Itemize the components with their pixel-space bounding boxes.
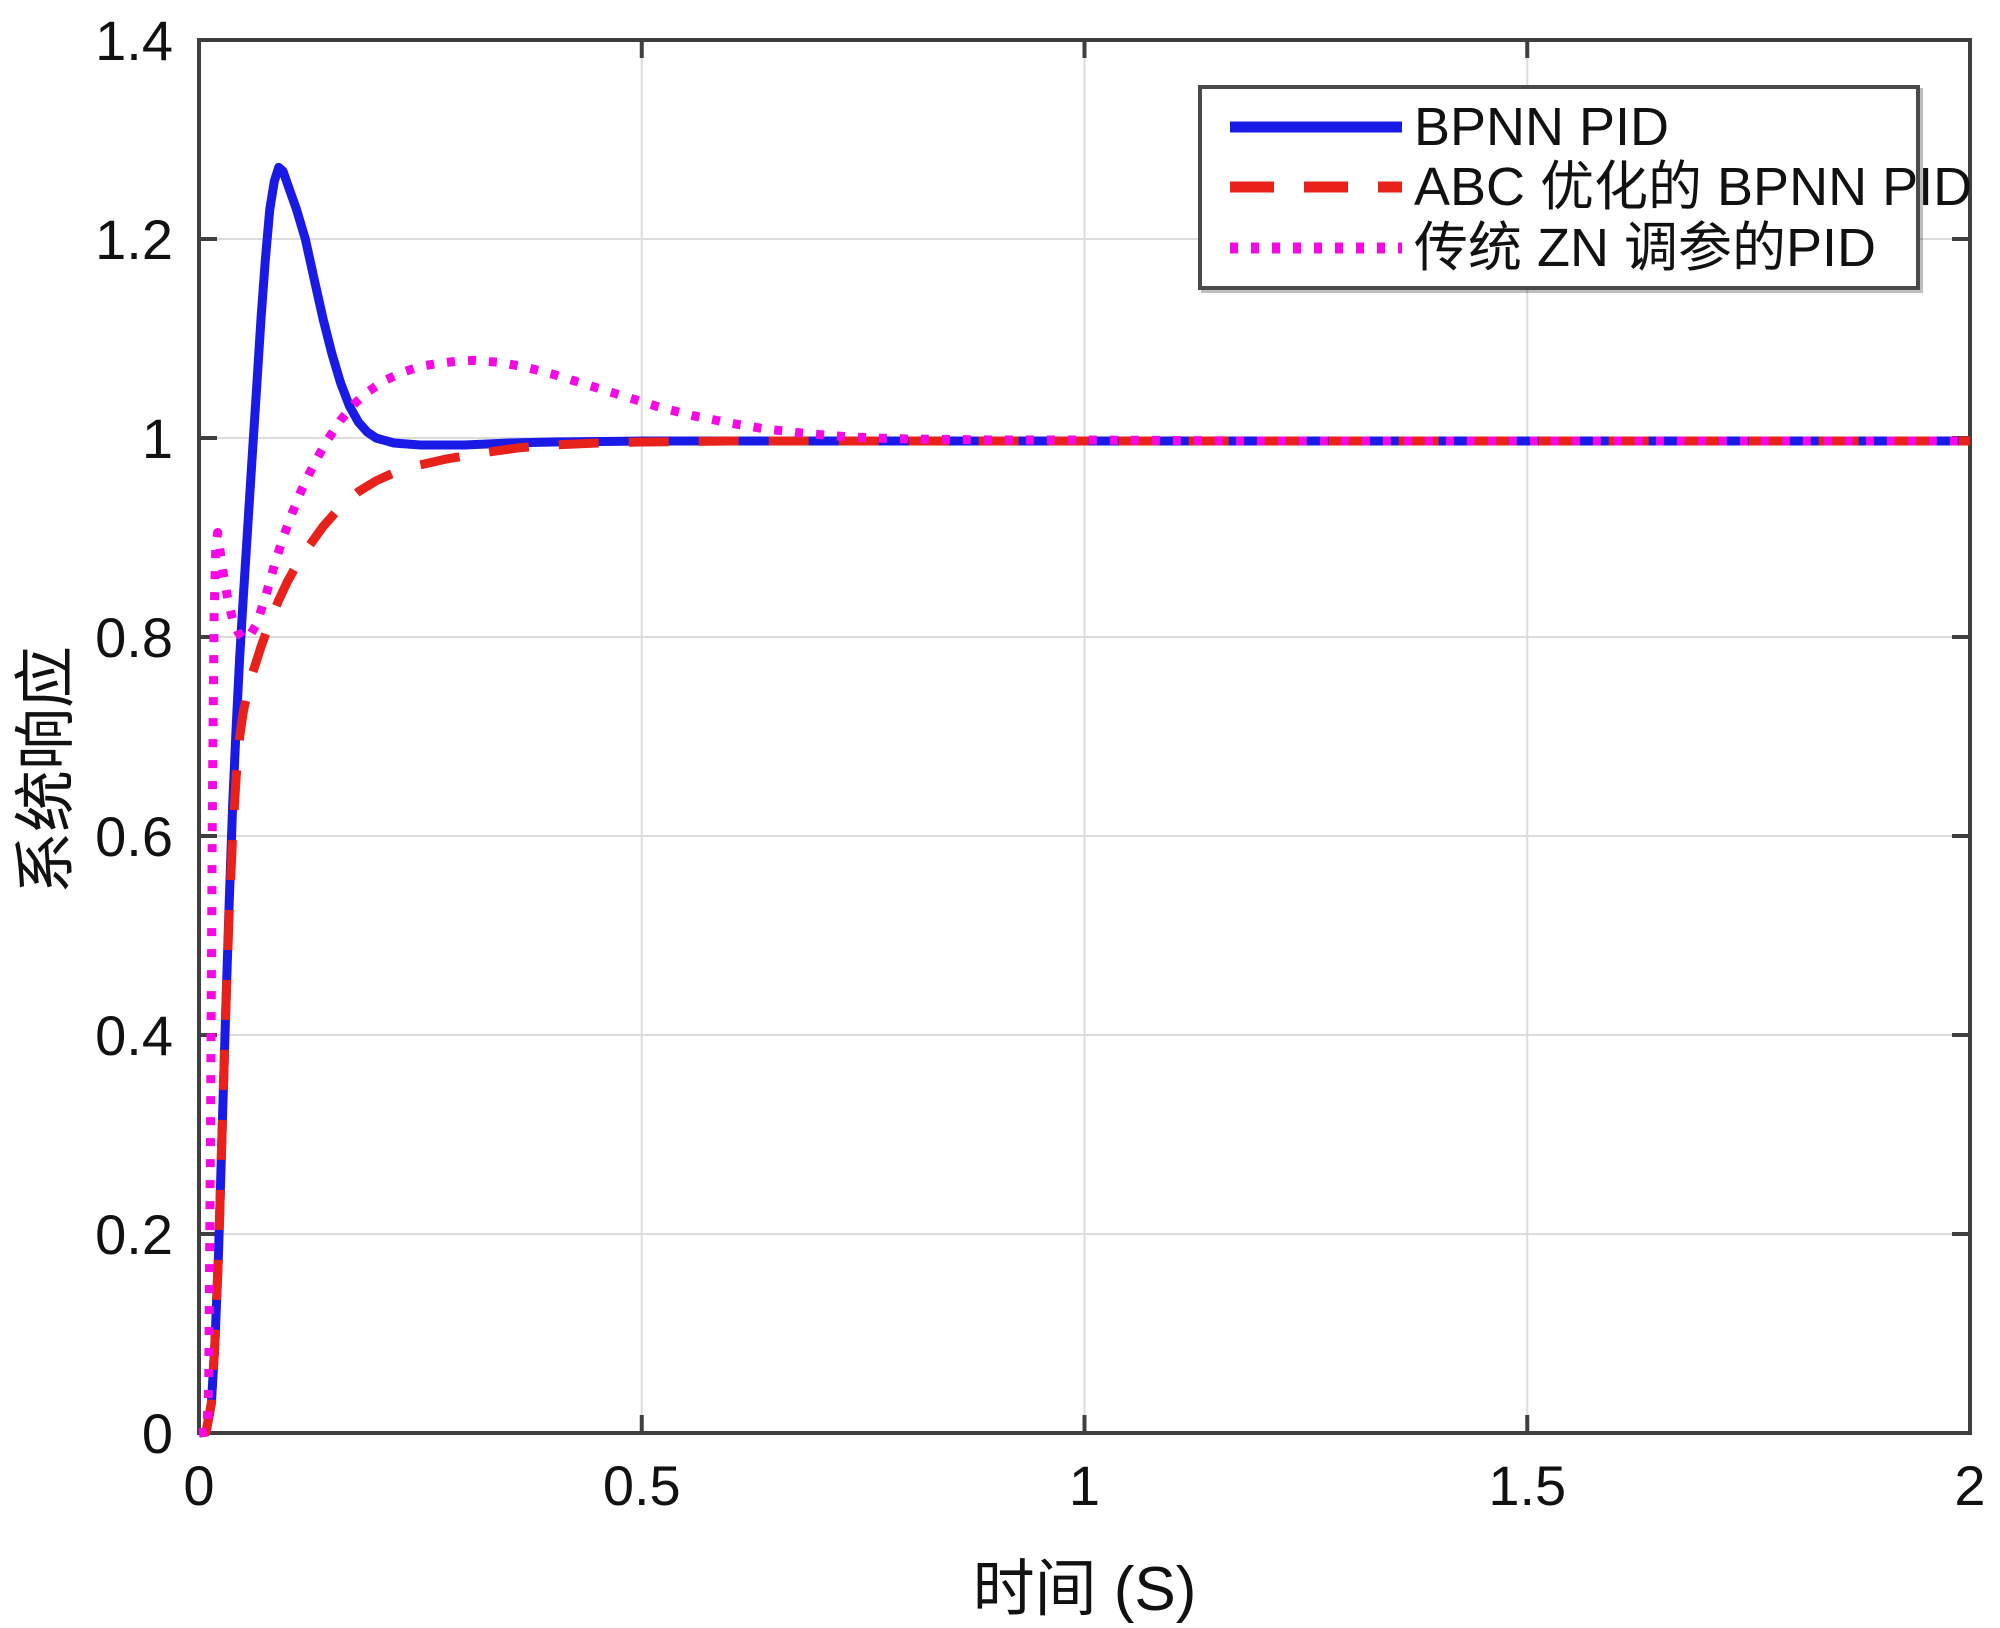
x-tick-label: 1 [1069,1454,1100,1517]
legend: BPNN PID ABC 优化的 BPNN PID 传统 ZN 调参的PID [1198,85,1972,290]
y-tick-label: 0 [142,1402,173,1465]
legend-item-label: 传统 ZN 调参的PID [1414,217,1877,278]
tick-marks [197,38,1972,1435]
y-tick-label: 1 [142,407,173,470]
y-tick-label: 1.4 [95,9,173,72]
series-line-3 [198,355,1970,1438]
series-line-1 [198,162,1970,1438]
legend-item: 传统 ZN 调参的PID [1226,221,1908,275]
legend-line-sample-dotted [1230,242,1402,254]
legend-item-label: BPNN PID [1414,97,1670,158]
y-tick-label: 0.8 [95,606,173,669]
legend-item-label: ABC 优化的 BPNN PID [1414,157,1973,218]
legend-line-sample-dashed [1230,181,1402,193]
x-tick-labels: 0 0.5 1 1.5 2 [183,1454,1985,1517]
y-tick-label: 0.2 [95,1203,173,1266]
y-tick-labels: 0 0.2 0.4 0.6 0.8 1 1.2 1.4 [95,9,173,1465]
x-tick-label: 0 [183,1454,214,1517]
x-tick-label: 0.5 [603,1454,681,1517]
y-tick-label: 1.2 [95,208,173,271]
y-tick-label: 0.6 [95,805,173,868]
legend-item: BPNN PID [1226,100,1908,154]
y-tick-label: 0.4 [95,1004,173,1067]
series-line-2 [198,436,1970,1438]
x-tick-label: 2 [1954,1454,1985,1517]
x-tick-label: 1.5 [1488,1454,1566,1517]
legend-line-sample-solid [1230,121,1402,133]
y-axis-label: 系统响应 [12,645,81,895]
x-axis-label: 时间 (S) [972,1555,1197,1624]
legend-item: ABC 优化的 BPNN PID [1226,160,1972,214]
